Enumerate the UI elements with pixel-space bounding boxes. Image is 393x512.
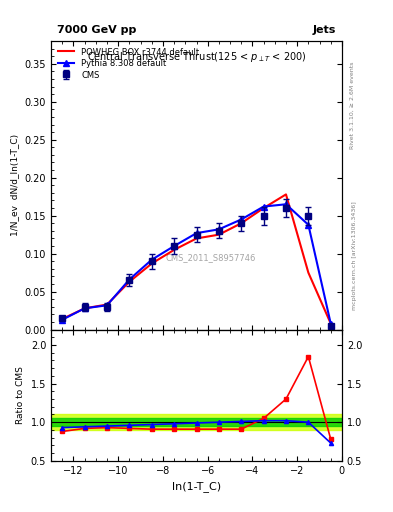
- Text: Jets: Jets: [313, 25, 336, 35]
- POWHEG BOX r3744 default: [60, 316, 64, 322]
- Pythia 8.308 default: [239, 217, 244, 223]
- POWHEG BOX r3744 default: [194, 236, 199, 242]
- POWHEG BOX r3744 default: [306, 269, 311, 275]
- POWHEG BOX r3744 default: [284, 191, 288, 198]
- Text: Rivet 3.1.10, ≥ 2.6M events: Rivet 3.1.10, ≥ 2.6M events: [350, 61, 355, 149]
- POWHEG BOX r3744 default: [105, 302, 109, 308]
- Pythia 8.308 default: [261, 203, 266, 209]
- Pythia 8.308 default: [127, 276, 132, 283]
- Y-axis label: 1/N_ev  dN/d_ln(1-T_C): 1/N_ev dN/d_ln(1-T_C): [10, 134, 19, 237]
- Pythia 8.308 default: [329, 321, 333, 327]
- Legend: POWHEG BOX r3744 default, Pythia 8.308 default, CMS: POWHEG BOX r3744 default, Pythia 8.308 d…: [55, 45, 202, 82]
- Line: POWHEG BOX r3744 default: POWHEG BOX r3744 default: [62, 195, 331, 324]
- Bar: [51, 415, 342, 430]
- Text: mcplots.cern.ch [arXiv:1306.3436]: mcplots.cern.ch [arXiv:1306.3436]: [352, 202, 357, 310]
- Pythia 8.308 default: [82, 305, 87, 311]
- Y-axis label: Ratio to CMS: Ratio to CMS: [16, 366, 25, 424]
- Pythia 8.308 default: [105, 302, 109, 308]
- X-axis label: ln(1-T_C): ln(1-T_C): [172, 481, 221, 492]
- Text: CMS_2011_S8957746: CMS_2011_S8957746: [166, 253, 256, 262]
- POWHEG BOX r3744 default: [149, 261, 154, 267]
- Text: 7000 GeV pp: 7000 GeV pp: [57, 25, 136, 35]
- POWHEG BOX r3744 default: [261, 205, 266, 211]
- Pythia 8.308 default: [60, 316, 64, 323]
- POWHEG BOX r3744 default: [217, 231, 221, 238]
- Bar: [51, 418, 342, 426]
- Pythia 8.308 default: [217, 226, 221, 232]
- Line: Pythia 8.308 default: Pythia 8.308 default: [59, 202, 334, 326]
- Pythia 8.308 default: [284, 201, 288, 207]
- POWHEG BOX r3744 default: [239, 220, 244, 226]
- POWHEG BOX r3744 default: [329, 321, 333, 327]
- Pythia 8.308 default: [172, 243, 176, 249]
- Pythia 8.308 default: [194, 230, 199, 236]
- POWHEG BOX r3744 default: [172, 247, 176, 253]
- POWHEG BOX r3744 default: [127, 279, 132, 285]
- Text: Central Transverse Thrust(125 < $p_{\perp T}$ < 200): Central Transverse Thrust(125 < $p_{\per…: [86, 50, 307, 63]
- Pythia 8.308 default: [149, 257, 154, 263]
- Pythia 8.308 default: [306, 222, 311, 228]
- POWHEG BOX r3744 default: [82, 305, 87, 311]
